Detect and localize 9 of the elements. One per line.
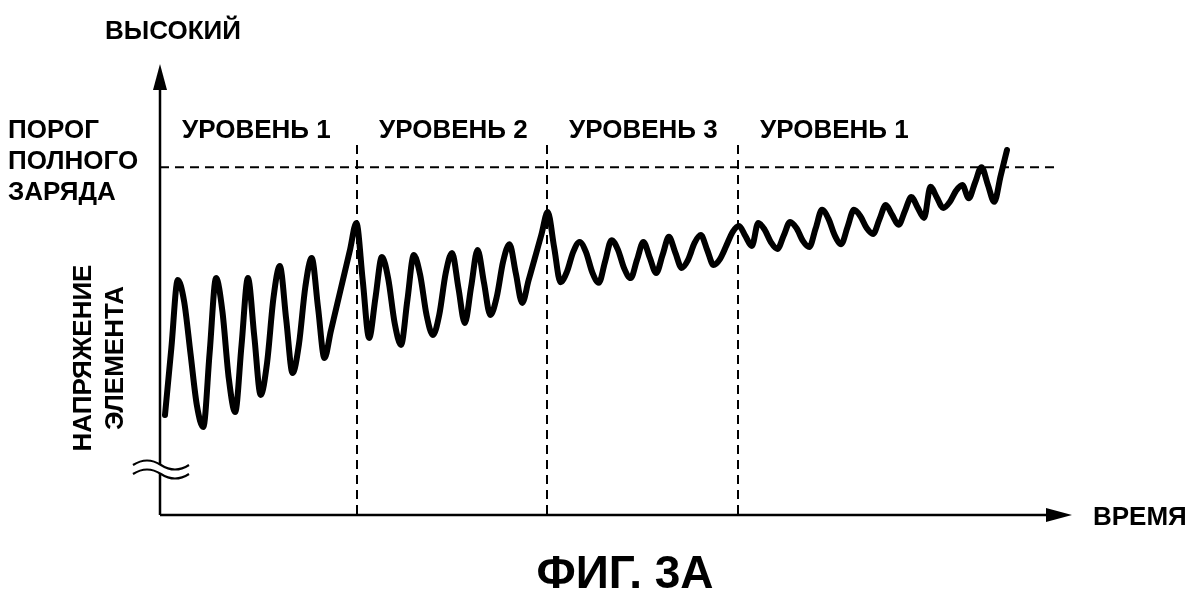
ref-line-label: ПОРОГ ПОЛНОГО ЗАРЯДА — [8, 114, 139, 207]
text: УРОВЕНЬ 3 — [569, 114, 718, 144]
text: УРОВЕНЬ 2 — [379, 114, 528, 144]
x-axis-title: ВРЕМЯ — [1093, 501, 1187, 531]
y-axis-title: НАПРЯЖЕНИЕ ЭЛЕМЕНТА — [67, 264, 129, 452]
text: УРОВЕНЬ 1 — [760, 114, 909, 144]
text: УРОВЕНЬ 1 — [182, 114, 331, 144]
text: ВЫСОКИЙ — [105, 15, 241, 45]
text: ФИГ. 3А — [536, 546, 714, 598]
